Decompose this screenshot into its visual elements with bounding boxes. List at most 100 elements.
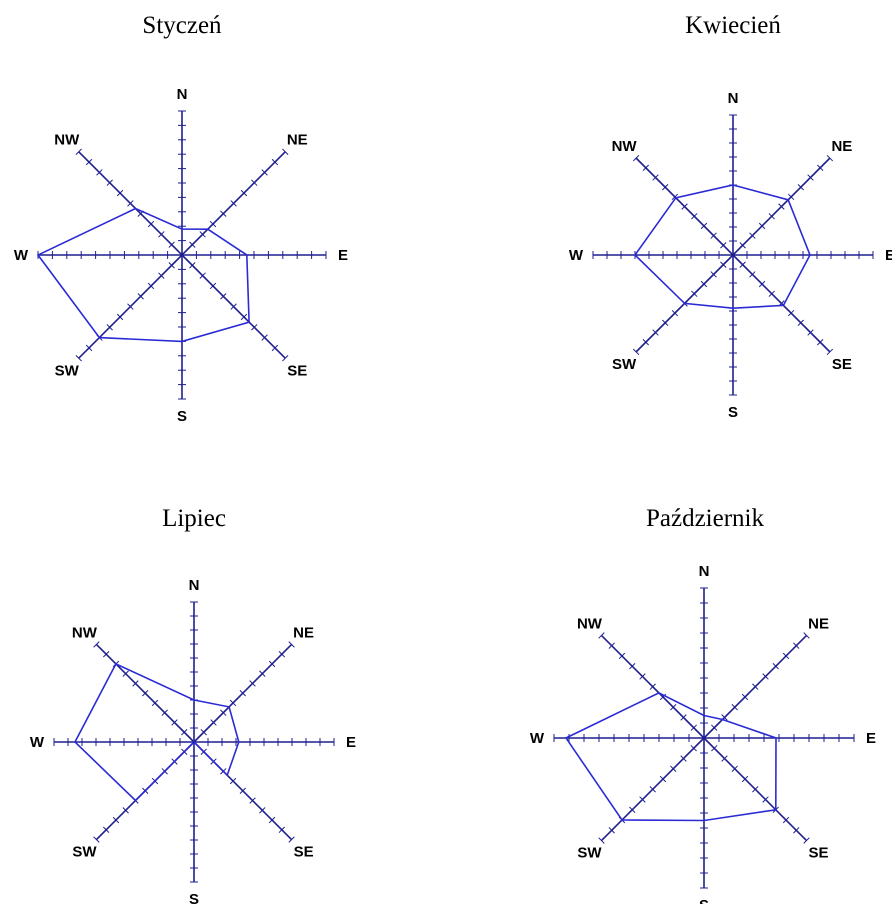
- axis-tick: [817, 339, 824, 346]
- axis-tick: [220, 293, 227, 300]
- direction-label-nw: NW: [54, 132, 80, 149]
- axis-tick: [282, 355, 289, 362]
- axis-tick: [132, 680, 139, 687]
- axis-tick: [199, 231, 206, 238]
- axis-tick: [752, 786, 759, 793]
- axis-tick: [710, 271, 717, 278]
- axis-tick: [220, 709, 227, 716]
- direction-label-sw: SW: [612, 356, 637, 373]
- axis-tick: [741, 775, 749, 783]
- direction-label-e: E: [338, 247, 348, 264]
- axis-tick: [807, 329, 814, 336]
- axis-tick: [93, 641, 100, 648]
- axis-tick: [787, 193, 795, 201]
- axis-tick: [112, 816, 120, 824]
- axis-tick: [278, 826, 286, 834]
- axis-tick: [778, 203, 785, 210]
- chart-title: Październik: [645, 505, 764, 532]
- axis-tick: [239, 690, 246, 697]
- direction-label-w: W: [530, 730, 545, 747]
- axis-tick: [137, 293, 144, 300]
- axis-tick: [161, 709, 168, 716]
- axis-tick: [85, 158, 93, 166]
- axis-tick: [288, 836, 295, 843]
- axis-tick: [768, 290, 775, 297]
- axis-tick: [670, 704, 677, 711]
- axis-tick: [752, 683, 759, 690]
- chart-title: Styczeń: [142, 12, 222, 39]
- axis-tick: [230, 303, 237, 310]
- axis-tick: [75, 148, 82, 155]
- direction-label-e: E: [885, 247, 892, 264]
- axis-tick: [739, 261, 746, 268]
- axis-tick: [691, 290, 698, 297]
- axis-tick: [758, 280, 766, 288]
- axis-tick: [251, 324, 258, 331]
- direction-label-ne: NE: [808, 615, 829, 632]
- axis-tick: [700, 280, 708, 288]
- direction-label-ne: NE: [287, 132, 308, 149]
- axis-tick: [749, 271, 756, 278]
- direction-label-s: S: [189, 891, 199, 904]
- direction-label-s: S: [728, 404, 738, 421]
- direction-label-nw: NW: [577, 615, 603, 632]
- axis-tick: [721, 714, 728, 721]
- axis-tick: [288, 641, 295, 648]
- direction-label-n: N: [177, 86, 188, 103]
- axis-tick: [116, 189, 124, 197]
- direction-label-s: S: [177, 408, 187, 425]
- axis-tick: [102, 826, 110, 834]
- axis-tick: [632, 348, 640, 356]
- axis-tick: [649, 683, 656, 690]
- axis-tick: [209, 282, 217, 290]
- axis-tick: [168, 262, 175, 269]
- direction-label-nw: NW: [612, 138, 638, 155]
- direction-label-s: S: [699, 897, 709, 904]
- axis-tick: [782, 652, 790, 660]
- direction-label-se: SE: [832, 356, 852, 373]
- axis-tick: [261, 169, 268, 176]
- axis-tick: [793, 827, 800, 834]
- axis-tick: [168, 241, 175, 248]
- axis-tick: [671, 193, 679, 201]
- axis-tick: [749, 232, 756, 239]
- direction-label-e: E: [866, 730, 876, 747]
- direction-label-w: W: [14, 247, 29, 264]
- axis-tick: [249, 797, 256, 804]
- axis-tick: [278, 650, 286, 658]
- axis-tick: [711, 724, 718, 731]
- direction-label-sw: SW: [72, 844, 97, 861]
- axis-tick: [787, 309, 795, 317]
- direction-label-sw: SW: [55, 362, 80, 379]
- axis-tick: [691, 213, 698, 220]
- axis-tick: [758, 222, 766, 230]
- axis-tick: [220, 210, 227, 217]
- axis-tick: [85, 344, 93, 352]
- axis-tick: [772, 663, 779, 670]
- axis-tick: [803, 632, 810, 639]
- direction-label-n: N: [189, 577, 200, 594]
- axis-tick: [96, 169, 103, 176]
- axis-tick: [282, 148, 289, 155]
- axis-tick: [629, 806, 636, 813]
- axis-tick: [147, 220, 155, 228]
- axis-tick: [259, 807, 266, 814]
- axis-tick: [652, 174, 659, 181]
- axis-tick: [200, 729, 207, 736]
- axis-tick: [642, 164, 649, 171]
- direction-label-n: N: [699, 563, 710, 580]
- axis-tick: [642, 339, 649, 346]
- direction-label-ne: NE: [831, 138, 852, 155]
- axis-tick: [721, 755, 728, 762]
- axis-tick: [618, 652, 626, 660]
- direction-label-se: SE: [287, 362, 307, 379]
- axis-tick: [239, 787, 246, 794]
- axis-tick: [249, 680, 256, 687]
- axis-tick: [807, 174, 814, 181]
- axis-tick: [127, 303, 134, 310]
- direction-label-n: N: [728, 90, 739, 107]
